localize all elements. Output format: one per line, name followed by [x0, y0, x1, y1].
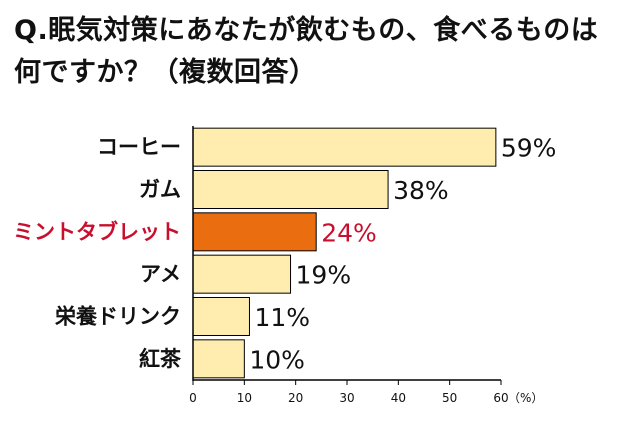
- x-tick-label: 40: [391, 391, 406, 405]
- category-label: ミントタブレット: [13, 220, 181, 244]
- bar: [192, 127, 497, 167]
- category-label: 紅茶: [139, 347, 182, 371]
- x-tick-label: 10: [237, 391, 252, 405]
- category-label: ガム: [139, 178, 181, 202]
- value-label: 24%: [321, 218, 377, 247]
- chart-title: Q.眠気対策にあなたが飲むもの、食べるものは何ですか？（複数回答）: [14, 15, 599, 88]
- x-tick-label: 50: [442, 391, 457, 405]
- bar: [192, 339, 245, 379]
- x-unit-label: （%）: [508, 391, 543, 405]
- x-tick-label: 20: [288, 391, 303, 405]
- value-label: 10%: [249, 345, 305, 374]
- bar: [192, 170, 389, 209]
- bar: [192, 297, 250, 336]
- bar: [192, 212, 317, 252]
- value-label: 19%: [296, 261, 352, 290]
- category-label: コーヒー: [97, 135, 181, 159]
- bar: [192, 254, 292, 294]
- value-label: 38%: [393, 176, 449, 205]
- value-label: 59%: [501, 134, 557, 163]
- category-label: アメ: [140, 262, 181, 286]
- category-label: 栄養ドリンク: [54, 305, 181, 329]
- x-tick-label: 0: [189, 391, 197, 405]
- x-tick-label: 60: [493, 391, 508, 405]
- value-label: 11%: [254, 303, 310, 332]
- x-tick-label: 30: [339, 391, 354, 405]
